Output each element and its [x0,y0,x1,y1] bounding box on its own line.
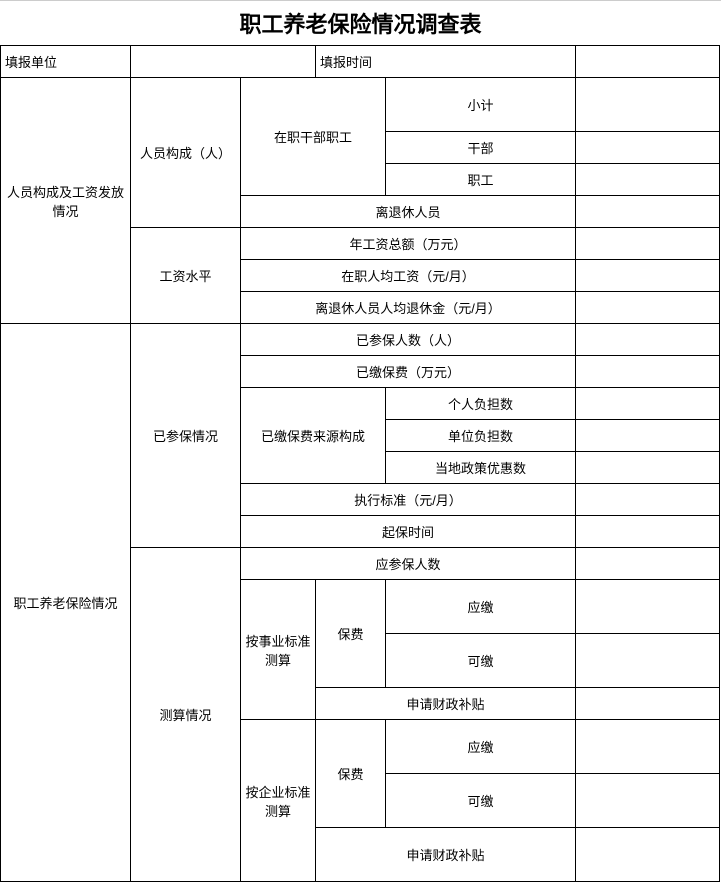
affordable-value-2[interactable] [576,774,720,828]
insured-status-label: 已参保情况 [131,324,241,548]
personal-value[interactable] [576,388,720,420]
source-label: 已缴保费来源构成 [241,388,386,484]
annual-total-value[interactable] [576,228,720,260]
fee-label-1: 保费 [316,580,386,688]
subsidy-label-1: 申请财政补贴 [316,688,576,720]
retired-label: 离退休人员 [241,196,576,228]
cadre-label: 干部 [386,132,576,164]
standard-value[interactable] [576,484,720,516]
enterprise-standard-label: 按企业标准测算 [241,720,316,882]
calculation-label: 测算情况 [131,548,241,882]
affordable-label-2: 可缴 [386,774,576,828]
should-insure-label: 应参保人数 [241,548,576,580]
form-title: 职工养老保险情况调查表 [0,0,721,45]
wage-level-label: 工资水平 [131,228,241,324]
survey-table: 填报单位 填报时间 人员构成及工资发放情况 人员构成（人） 在职干部职工 小计 … [0,45,720,882]
payable-label-1: 应缴 [386,580,576,634]
payable-label-2: 应缴 [386,720,576,774]
unit-value[interactable] [131,46,316,78]
paid-amount-value[interactable] [576,356,720,388]
policy-label: 当地政策优惠数 [386,452,576,484]
avg-active-label: 在职人均工资（元/月） [241,260,576,292]
subtotal-label: 小计 [386,78,576,132]
personal-label: 个人负担数 [386,388,576,420]
subsidy-value-1[interactable] [576,688,720,720]
subtotal-value[interactable] [576,78,720,132]
section2-title: 职工养老保险情况 [1,324,131,882]
subsidy-label-2: 申请财政补贴 [316,828,576,882]
time-value[interactable] [576,46,720,78]
career-standard-label: 按事业标准测算 [241,580,316,720]
insured-count-value[interactable] [576,324,720,356]
staff-label: 职工 [386,164,576,196]
affordable-value-1[interactable] [576,634,720,688]
time-label: 填报时间 [316,46,576,78]
section1-title: 人员构成及工资发放情况 [1,78,131,324]
avg-retired-value[interactable] [576,292,720,324]
avg-active-value[interactable] [576,260,720,292]
subsidy-value-2[interactable] [576,828,720,882]
unit-burden-label: 单位负担数 [386,420,576,452]
paid-amount-label: 已缴保费（万元） [241,356,576,388]
payable-value-1[interactable] [576,580,720,634]
annual-total-label: 年工资总额（万元） [241,228,576,260]
fee-label-2: 保费 [316,720,386,828]
cadre-value[interactable] [576,132,720,164]
active-staff-label: 在职干部职工 [241,78,386,196]
start-time-value[interactable] [576,516,720,548]
avg-retired-label: 离退休人员人均退休金（元/月） [241,292,576,324]
should-insure-value[interactable] [576,548,720,580]
insured-count-label: 已参保人数（人） [241,324,576,356]
affordable-label-1: 可缴 [386,634,576,688]
policy-value[interactable] [576,452,720,484]
unit-label: 填报单位 [1,46,131,78]
start-time-label: 起保时间 [241,516,576,548]
standard-label: 执行标准（元/月） [241,484,576,516]
group-composition: 人员构成（人） [131,78,241,228]
staff-value[interactable] [576,164,720,196]
retired-value[interactable] [576,196,720,228]
unit-burden-value[interactable] [576,420,720,452]
payable-value-2[interactable] [576,720,720,774]
